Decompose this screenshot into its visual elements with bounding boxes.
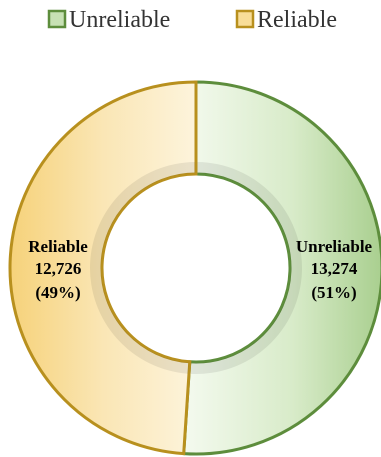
- legend-swatch-reliable: [235, 9, 255, 29]
- donut-slices: [8, 80, 381, 456]
- slice-label-reliable-value: 12,726: [35, 259, 82, 278]
- slice-reliable: [8, 80, 198, 456]
- slice-label-unreliable-name: Unreliable: [296, 237, 373, 256]
- slice-label-unreliable-value: 13,274: [311, 259, 358, 278]
- legend-label-unreliable: Unreliable: [69, 7, 170, 33]
- legend-item-reliable: Reliable: [235, 7, 337, 33]
- slice-label-reliable-percent: (49%): [35, 283, 80, 302]
- legend: Unreliable Reliable: [47, 7, 337, 33]
- legend-item-unreliable: Unreliable: [47, 7, 170, 33]
- legend-swatch-unreliable: [47, 9, 67, 29]
- slice-label-unreliable-percent: (51%): [311, 283, 356, 302]
- slice-label-reliable: Reliable 12,726 (49%): [28, 237, 88, 302]
- slice-reliable-bevel: [89, 162, 196, 374]
- slice-label-reliable-name: Reliable: [28, 237, 88, 256]
- legend-label-reliable: Reliable: [257, 7, 337, 33]
- slice-label-unreliable: Unreliable 13,274 (51%): [296, 237, 373, 302]
- slice-unreliable: [182, 80, 381, 456]
